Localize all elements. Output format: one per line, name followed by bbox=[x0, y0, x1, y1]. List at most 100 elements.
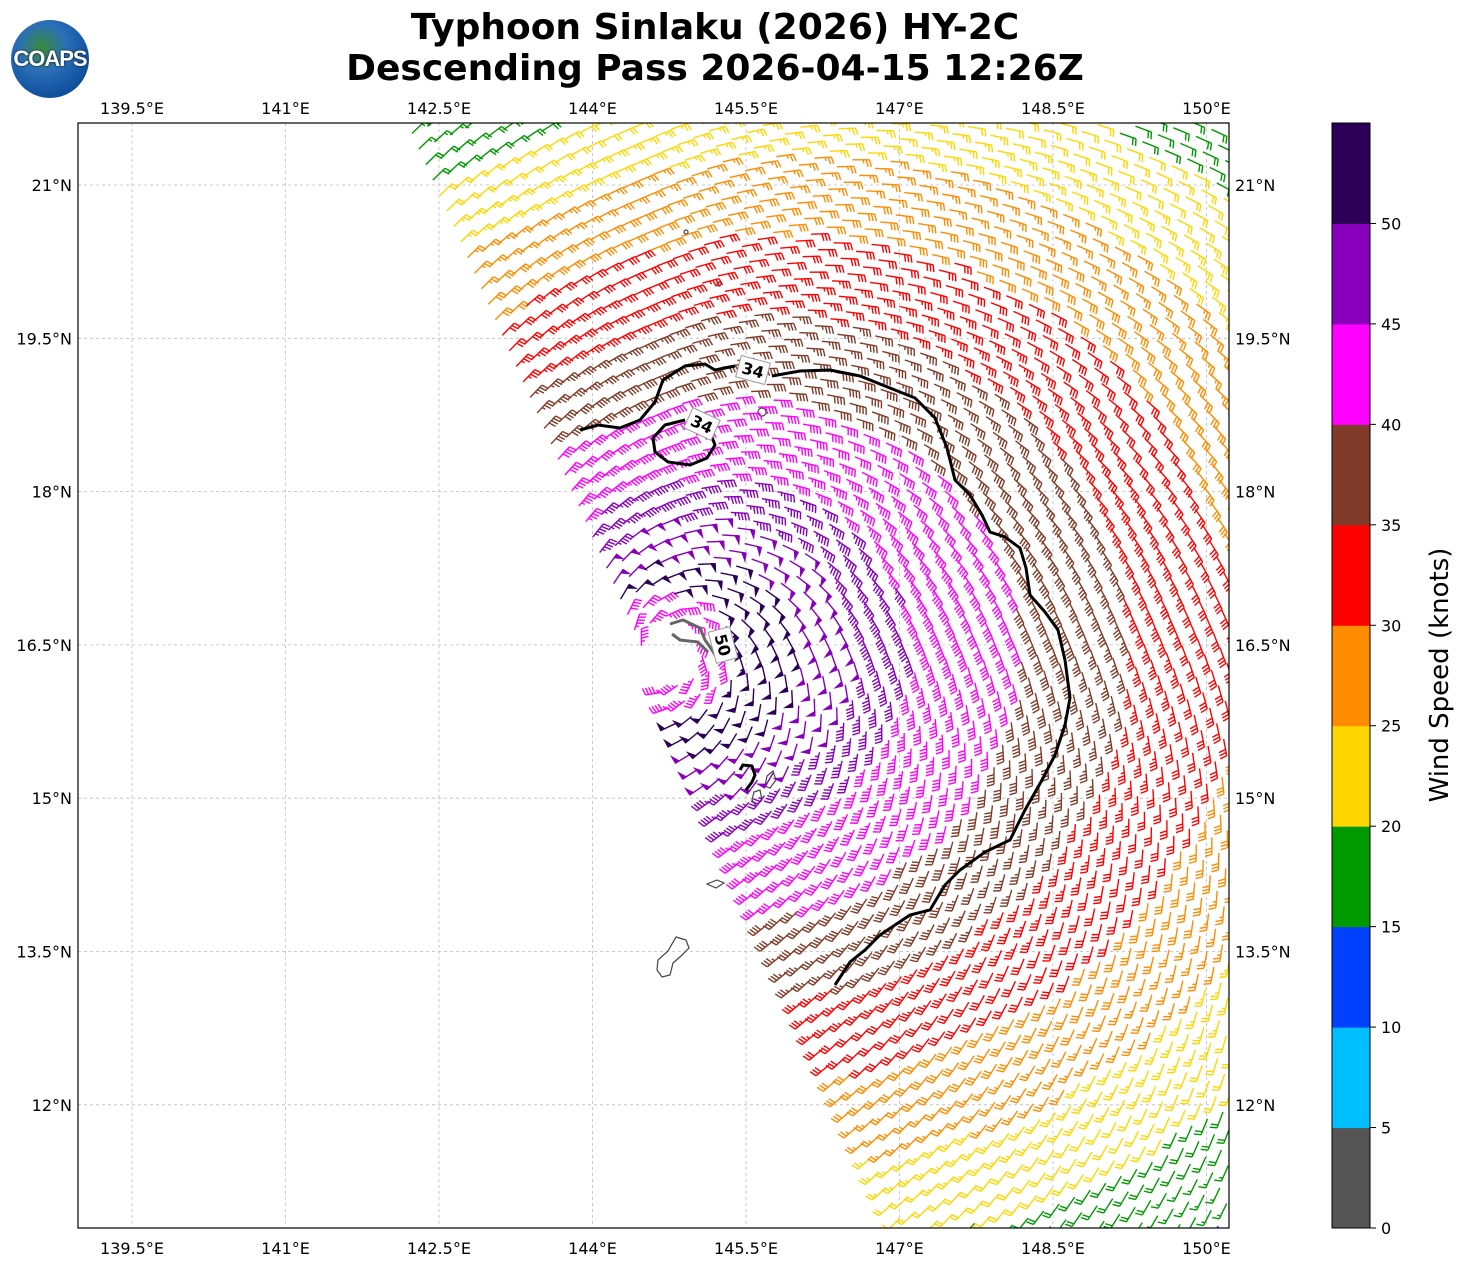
barb-half bbox=[677, 332, 679, 335]
barb-full bbox=[798, 433, 799, 440]
barb-full bbox=[816, 333, 818, 340]
barb-full bbox=[623, 538, 629, 542]
barb-full bbox=[973, 361, 974, 368]
barb-full bbox=[590, 493, 597, 496]
wind-barb bbox=[665, 443, 685, 452]
barb-full bbox=[707, 227, 711, 233]
barb-full bbox=[1131, 348, 1133, 355]
barb-full bbox=[807, 410, 808, 417]
barb-full bbox=[828, 234, 830, 241]
wind-barb bbox=[1006, 128, 1023, 139]
wind-barb bbox=[977, 272, 993, 284]
barb-full bbox=[765, 314, 768, 321]
barb-full bbox=[535, 299, 541, 303]
barb-full bbox=[946, 430, 947, 437]
barb-full bbox=[1051, 249, 1052, 256]
wind-barb bbox=[775, 362, 794, 369]
wind-barb bbox=[934, 384, 950, 398]
barb-full bbox=[958, 382, 959, 389]
wind-barb bbox=[906, 322, 923, 334]
wind-barb bbox=[1218, 145, 1233, 160]
barb-full bbox=[767, 276, 770, 283]
barb-full bbox=[843, 374, 844, 381]
barb-full bbox=[1125, 345, 1127, 352]
wind-barb bbox=[835, 205, 854, 212]
barb-half bbox=[739, 306, 741, 309]
barb-full bbox=[753, 491, 755, 498]
barb-full bbox=[951, 142, 952, 149]
wind-barb bbox=[930, 125, 948, 134]
barb-full bbox=[894, 316, 895, 323]
wind-barb bbox=[737, 190, 757, 197]
barb-full bbox=[883, 192, 885, 199]
barb-full bbox=[1073, 390, 1075, 397]
wind-barb bbox=[1184, 235, 1199, 250]
wind-barb bbox=[937, 141, 955, 150]
barb-full bbox=[1056, 344, 1058, 351]
barb-full bbox=[777, 292, 780, 299]
barb-full bbox=[721, 165, 725, 171]
barb-full bbox=[808, 371, 810, 378]
barb-full bbox=[1016, 340, 1017, 347]
wind-barb bbox=[671, 124, 691, 131]
barb-full bbox=[825, 497, 826, 504]
barb-full bbox=[1032, 333, 1033, 340]
barb-full bbox=[832, 327, 834, 334]
barb-full bbox=[820, 349, 822, 356]
wind-barb bbox=[1059, 123, 1076, 135]
barb-full bbox=[929, 225, 930, 232]
barb-full bbox=[797, 170, 800, 177]
barb-full bbox=[1166, 125, 1167, 132]
barb-full bbox=[732, 198, 736, 204]
wind-barb bbox=[591, 398, 610, 408]
wind-barb bbox=[462, 193, 481, 204]
wind-barb bbox=[1057, 366, 1071, 382]
barb-full bbox=[876, 176, 878, 183]
barb-full bbox=[706, 209, 710, 215]
barb-full bbox=[802, 448, 803, 455]
barb-full bbox=[699, 492, 703, 498]
wind-barb bbox=[614, 203, 634, 210]
barb-full bbox=[894, 408, 895, 415]
barb-full bbox=[751, 435, 753, 442]
barb-full bbox=[912, 402, 913, 409]
barb-full bbox=[802, 301, 804, 308]
barb-full bbox=[1042, 404, 1044, 411]
barb-full bbox=[863, 329, 864, 336]
barb-full bbox=[1060, 226, 1061, 233]
barb-full bbox=[805, 279, 807, 286]
barb-full bbox=[869, 160, 871, 167]
barb-full bbox=[1106, 297, 1108, 304]
barb-half bbox=[829, 342, 830, 346]
wind-barb bbox=[516, 189, 535, 199]
barb-half bbox=[808, 295, 809, 298]
wind-barb bbox=[1051, 145, 1067, 157]
barb-full bbox=[703, 341, 707, 347]
barb-full bbox=[937, 188, 938, 195]
barb-half bbox=[608, 213, 611, 216]
barb-full bbox=[1072, 337, 1074, 344]
barb-full bbox=[721, 241, 725, 247]
barb-full bbox=[967, 345, 968, 352]
barb-full bbox=[714, 318, 718, 324]
wind-barb bbox=[830, 319, 848, 328]
barb-full bbox=[729, 143, 733, 149]
barb-full bbox=[724, 481, 727, 488]
wind-barb bbox=[730, 342, 750, 350]
barb-full bbox=[1182, 250, 1184, 257]
barb-full bbox=[777, 385, 779, 392]
wind-barb bbox=[1120, 133, 1136, 146]
barb-full bbox=[730, 387, 733, 394]
barb-half bbox=[622, 467, 625, 469]
barb-half bbox=[846, 297, 847, 301]
barb-full bbox=[795, 116, 798, 123]
wind-barb bbox=[1006, 296, 1022, 310]
barb-full bbox=[899, 278, 900, 285]
wind-barb bbox=[749, 260, 769, 268]
wind-barb bbox=[776, 154, 796, 161]
wind-barb bbox=[1129, 278, 1144, 293]
barb-half bbox=[1239, 128, 1240, 132]
barb-full bbox=[1192, 280, 1194, 287]
wind-barb bbox=[565, 462, 583, 475]
barb-full bbox=[1221, 305, 1223, 312]
